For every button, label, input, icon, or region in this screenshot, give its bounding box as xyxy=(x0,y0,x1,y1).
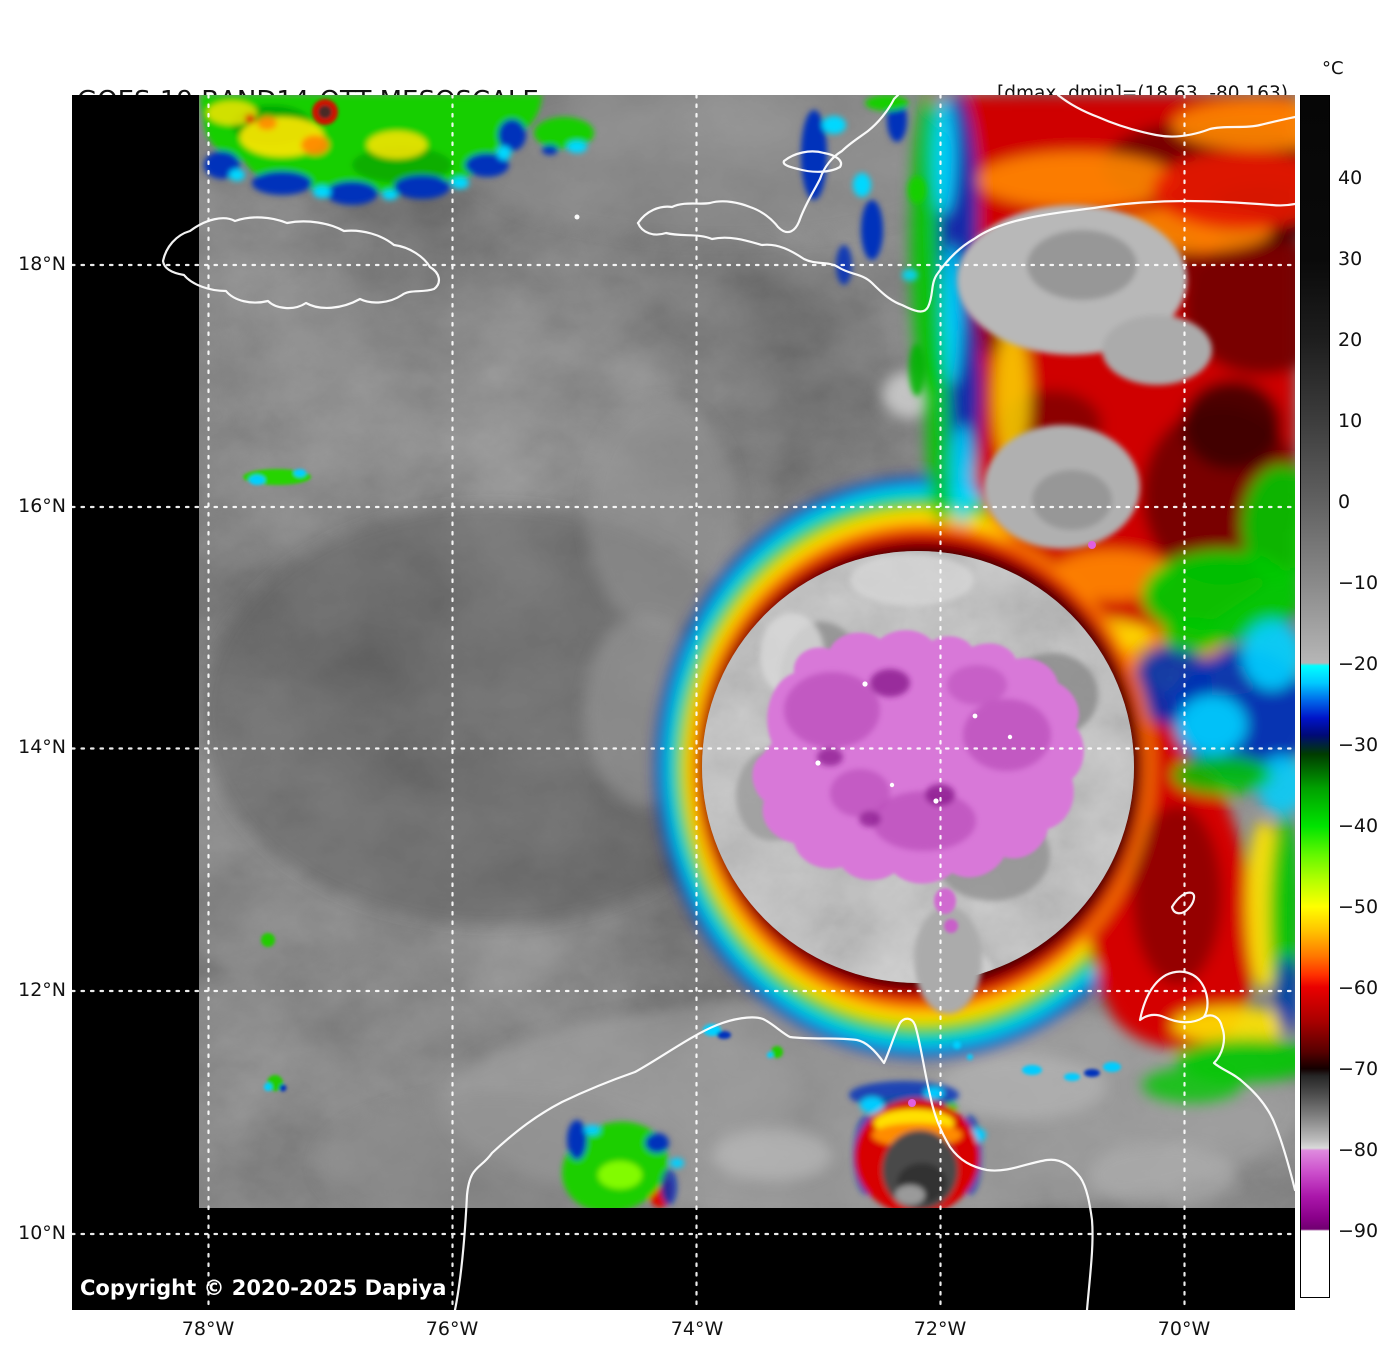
coldest-cloud-tops xyxy=(752,630,1084,933)
colorbar-tick-m50: −50 xyxy=(1338,896,1379,918)
colorbar-tick-m80: −80 xyxy=(1338,1139,1379,1161)
storm-tail-cloud xyxy=(914,906,982,1014)
lat-label-16n: 16°N xyxy=(18,495,66,517)
coast-curacao xyxy=(1170,891,1196,915)
speck-features xyxy=(243,469,1121,1092)
lon-label-76w: 76°W xyxy=(425,1318,479,1340)
colorbar-tick-m60: −60 xyxy=(1338,977,1379,999)
lat-label-10n: 10°N xyxy=(18,1222,66,1244)
lon-label-72w: 72°W xyxy=(913,1318,967,1340)
temperature-colorbar xyxy=(1300,95,1330,1298)
satellite-map: Copyright © 2020-2025 Dapiya xyxy=(72,95,1295,1310)
lat-label-14n: 14°N xyxy=(18,736,66,758)
topleft-convection xyxy=(200,95,594,205)
coast-south-america xyxy=(453,1016,1094,1310)
satellite-scene: Copyright © 2020-2025 Dapiya xyxy=(72,95,1295,1310)
colorbar-tick-m90: −90 xyxy=(1338,1220,1379,1242)
topcenter-fragments xyxy=(801,95,926,396)
overshoot-spot xyxy=(312,99,338,125)
data-region xyxy=(199,95,1295,1208)
graticule xyxy=(72,95,1295,1310)
lon-label-78w: 78°W xyxy=(181,1318,235,1340)
warm-cloud-cutouts xyxy=(957,205,1212,549)
colorbar-tick-0: 0 xyxy=(1338,491,1351,513)
cold-pixel xyxy=(1088,541,1096,549)
coast-haiti-north xyxy=(636,95,900,234)
cold-pixel xyxy=(908,1099,916,1107)
coast-venezuela xyxy=(1202,1014,1295,1192)
colorbar-tick-30: 30 xyxy=(1338,248,1363,270)
coast-gonave xyxy=(782,150,843,173)
colorbar-tick-40: 40 xyxy=(1338,167,1363,189)
colorbar-tick-m40: −40 xyxy=(1338,815,1379,837)
coastlines xyxy=(161,95,1295,1310)
copyright-text: Copyright © 2020-2025 Dapiya xyxy=(80,1276,446,1300)
bottom-convection xyxy=(562,1081,986,1208)
lon-label-70w: 70°W xyxy=(1157,1318,1211,1340)
coast-jamaica xyxy=(161,216,440,310)
colorbar-tick-10: 10 xyxy=(1338,410,1363,432)
colorbar-unit: °C xyxy=(1322,58,1344,79)
lat-label-18n: 18°N xyxy=(18,253,66,275)
lat-label-12n: 12°N xyxy=(18,979,66,1001)
coast-paraguana xyxy=(1138,970,1209,1024)
colorbar-tick-20: 20 xyxy=(1338,329,1363,351)
colorbar-tick-m30: −30 xyxy=(1338,734,1379,756)
colorbar-tick-m10: −10 xyxy=(1338,572,1379,594)
colorbar-tick-m70: −70 xyxy=(1338,1058,1379,1080)
colorbar-tick-m20: −20 xyxy=(1338,653,1379,675)
lon-label-74w: 74°W xyxy=(670,1318,724,1340)
coast-hispaniola-south xyxy=(636,199,1295,313)
